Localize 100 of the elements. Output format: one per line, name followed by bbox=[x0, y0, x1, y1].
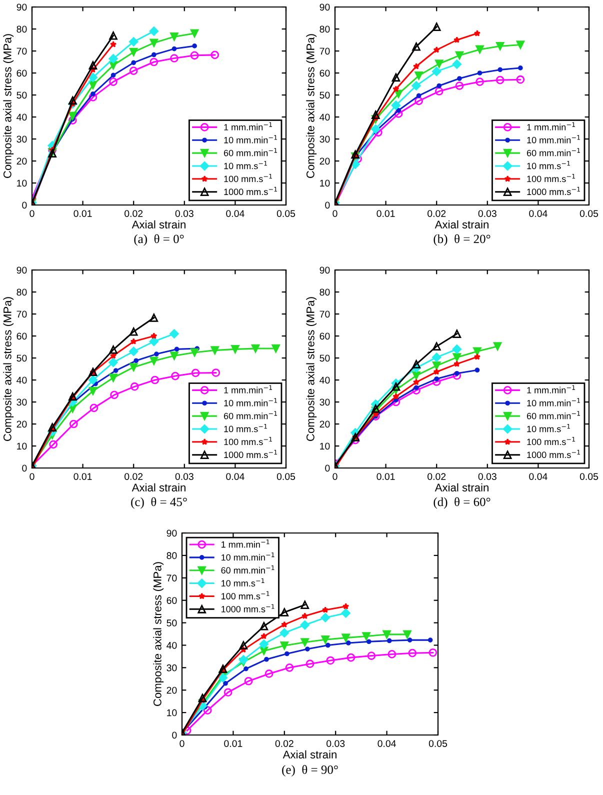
x-tick-label: 0.04 bbox=[378, 740, 396, 747]
y-tick-label: 70 bbox=[320, 310, 330, 318]
legend-label: 100 mm.s$^{−1}$ bbox=[222, 591, 270, 600]
x-tick-label: 0.04 bbox=[529, 210, 548, 217]
x-tick-label: 0.02 bbox=[428, 473, 446, 480]
y-tick-label: 50 bbox=[16, 92, 27, 99]
y-tick-label: 20 bbox=[320, 420, 330, 428]
x-tick-label: 0.05 bbox=[580, 473, 598, 480]
y-tick-label: 0 bbox=[172, 732, 177, 739]
y-tick-label: 90 bbox=[166, 530, 177, 537]
x-tick-label: 0 bbox=[30, 473, 34, 480]
y-tick-label: 10 bbox=[17, 442, 27, 450]
x-axis-title: Axial strain bbox=[434, 483, 488, 492]
y-tick-label: 90 bbox=[16, 4, 27, 11]
y-tick-label: 70 bbox=[16, 48, 27, 55]
legend-label: 1 mm.min$^{−1}$ bbox=[224, 385, 272, 394]
x-axis-title: Axial strain bbox=[282, 750, 336, 758]
x-tick-label: 0 bbox=[30, 210, 34, 217]
legend-label: 1 mm.min$^{−1}$ bbox=[224, 122, 272, 130]
y-tick-label: 70 bbox=[16, 310, 27, 318]
y-tick-label: 20 bbox=[16, 420, 27, 428]
y-axis-title: Composite axial stress (MPa) bbox=[153, 562, 164, 706]
y-tick-label: 30 bbox=[320, 398, 330, 406]
legend-label: 1 mm.min$^{−1}$ bbox=[527, 122, 575, 130]
legend-label: 10 mm.s$^{−1}$ bbox=[224, 161, 267, 170]
y-tick-label: 30 bbox=[16, 398, 27, 406]
y-tick-label: 40 bbox=[320, 114, 330, 121]
x-tick-label: 0 bbox=[180, 740, 184, 747]
x-tick-label: 0.01 bbox=[74, 210, 92, 217]
y-tick-label: 40 bbox=[320, 376, 330, 384]
legend-label: 10 mm.min$^{−1}$ bbox=[222, 552, 274, 561]
y-tick-label: 10 bbox=[320, 442, 330, 450]
x-tick-label: 0.02 bbox=[275, 740, 294, 747]
y-tick-label: 30 bbox=[166, 664, 177, 672]
y-axis-title: Composite axial stress (MPa) bbox=[3, 34, 14, 178]
legend-label: 60 mm.min$^{−1}$ bbox=[224, 148, 277, 156]
y-tick-label: 0 bbox=[325, 202, 330, 209]
legend-label: 10 mm.s$^{−1}$ bbox=[222, 578, 264, 586]
legend-label: 60 mm.min$^{−1}$ bbox=[221, 565, 274, 574]
legend-label: 1000 mm.s$^{−1}$ bbox=[224, 450, 277, 458]
y-tick-label: 50 bbox=[16, 354, 27, 362]
text: (e) θ = 90° bbox=[282, 765, 338, 776]
x-axis-title: Axial strain bbox=[434, 220, 488, 228]
x-tick-label: 0.04 bbox=[226, 473, 244, 480]
y-tick-label: 60 bbox=[16, 70, 27, 77]
x-tick-label: 0.01 bbox=[376, 210, 395, 217]
legend-label: 1000 mm.s$^{−1}$ bbox=[527, 450, 580, 458]
text: (d) θ = 60° bbox=[434, 497, 490, 509]
legend-label: 60 mm.min$^{−1}$ bbox=[526, 411, 580, 420]
y-tick-label: 30 bbox=[320, 136, 330, 143]
legend-label: 10 mm.s$^{−1}$ bbox=[224, 424, 267, 432]
y-tick-label: 60 bbox=[320, 70, 330, 77]
y-tick-label: 30 bbox=[16, 136, 27, 143]
y-tick-label: 80 bbox=[320, 288, 330, 296]
x-tick-label: 0.04 bbox=[529, 473, 548, 480]
x-tick-label: 0.05 bbox=[276, 473, 296, 480]
y-axis-title: Composite axial stress (MPa) bbox=[306, 34, 317, 178]
x-tick-label: 0 bbox=[332, 473, 338, 480]
legend-label: 1 mm.min$^{−1}$ bbox=[527, 385, 575, 394]
legend-label: 60 mm.min$^{−1}$ bbox=[526, 148, 580, 156]
text: (a) θ = 0° bbox=[134, 234, 184, 246]
y-tick-label: 40 bbox=[16, 376, 27, 384]
legend-label: 60 mm.min$^{−1}$ bbox=[224, 411, 277, 420]
x-axis-title: Axial strain bbox=[132, 483, 186, 492]
legend-label: 100 mm.s$^{−1}$ bbox=[224, 174, 272, 182]
x-tick-label: 0.04 bbox=[226, 210, 244, 217]
x-tick-label: 0.03 bbox=[326, 740, 345, 747]
y-tick-label: 80 bbox=[320, 26, 330, 33]
x-tick-label: 0.03 bbox=[478, 210, 496, 217]
legend-label: 1000 mm.s$^{−1}$ bbox=[527, 186, 580, 196]
y-tick-label: 20 bbox=[16, 158, 27, 165]
legend-label: 10 mm.min$^{−1}$ bbox=[224, 398, 277, 406]
y-tick-label: 60 bbox=[166, 597, 177, 604]
legend-label: 100 mm.s$^{−1}$ bbox=[224, 436, 272, 446]
x-tick-label: 0.01 bbox=[376, 473, 395, 480]
y-tick-label: 90 bbox=[16, 266, 27, 274]
legend-label: 1000 mm.s$^{−1}$ bbox=[224, 186, 277, 196]
y-tick-label: 0 bbox=[22, 202, 27, 209]
x-tick-label: 0.05 bbox=[428, 740, 448, 747]
x-tick-label: 0.03 bbox=[478, 473, 496, 480]
y-tick-label: 60 bbox=[16, 332, 27, 340]
y-tick-label: 70 bbox=[320, 48, 330, 55]
y-tick-label: 70 bbox=[166, 574, 177, 582]
y-tick-label: 10 bbox=[167, 709, 177, 716]
y-tick-label: 80 bbox=[166, 552, 177, 560]
x-tick-label: 0 bbox=[332, 210, 338, 217]
y-tick-label: 0 bbox=[325, 464, 330, 472]
text: (b) θ = 20° bbox=[434, 234, 490, 246]
y-tick-label: 80 bbox=[16, 26, 27, 33]
y-tick-label: 40 bbox=[166, 642, 177, 649]
x-tick-label: 0.01 bbox=[74, 473, 92, 480]
y-axis-title: Composite axial stress (MPa) bbox=[306, 297, 317, 441]
y-tick-label: 90 bbox=[320, 266, 330, 274]
x-tick-label: 0.03 bbox=[175, 473, 194, 480]
legend-label: 10 mm.min$^{−1}$ bbox=[224, 135, 277, 144]
y-tick-label: 10 bbox=[17, 180, 27, 187]
legend-label: 1000 mm.s$^{−1}$ bbox=[222, 604, 274, 612]
x-tick-label: 0.02 bbox=[124, 210, 143, 217]
x-tick-label: 0.02 bbox=[124, 473, 143, 480]
x-tick-label: 0.01 bbox=[224, 740, 242, 747]
